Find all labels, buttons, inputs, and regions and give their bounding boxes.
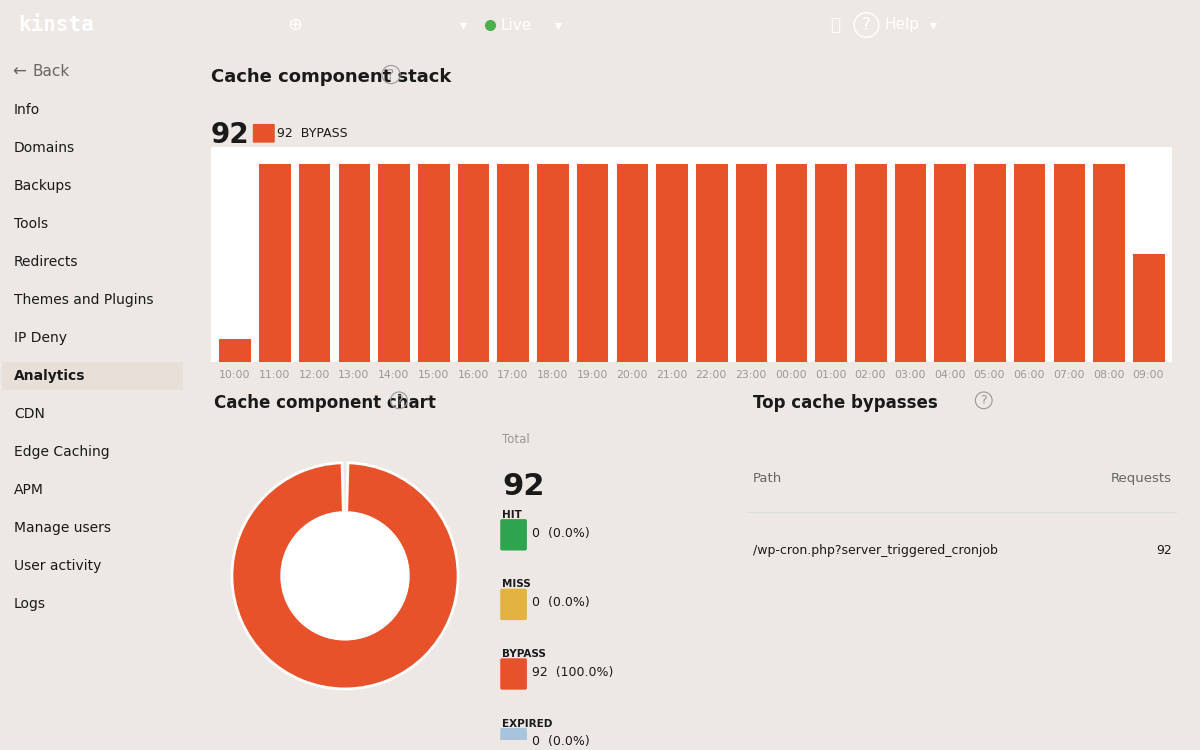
Bar (497, 163, 529, 362)
Text: Path: Path (752, 472, 782, 485)
Text: Help: Help (886, 17, 920, 32)
Text: Analytics: Analytics (14, 369, 85, 383)
Text: 0  (0.0%): 0 (0.0%) (533, 735, 590, 748)
Text: Manage users: Manage users (14, 521, 112, 535)
Text: Back: Back (32, 64, 70, 80)
Text: Info: Info (14, 103, 41, 117)
Text: ▾: ▾ (460, 18, 467, 32)
Text: Requests: Requests (1111, 472, 1171, 485)
Text: Themes and Plugins: Themes and Plugins (14, 293, 154, 307)
Text: Domains: Domains (14, 141, 76, 155)
Text: ?: ? (980, 394, 988, 406)
Text: BYPASS: BYPASS (503, 649, 546, 659)
Bar (774, 163, 808, 362)
Bar (377, 163, 410, 362)
Text: Total: Total (503, 433, 530, 446)
FancyBboxPatch shape (500, 519, 527, 550)
Text: Cache component stack: Cache component stack (211, 68, 451, 86)
Text: ?: ? (388, 68, 395, 82)
Bar (894, 163, 926, 362)
Text: CDN: CDN (14, 407, 44, 421)
Text: ▾: ▾ (554, 18, 562, 32)
Bar (576, 163, 608, 362)
Bar (616, 163, 648, 362)
Text: /wp-cron.php?server_triggered_cronjob: /wp-cron.php?server_triggered_cronjob (752, 544, 997, 556)
Text: 92: 92 (211, 122, 250, 149)
Bar (298, 163, 330, 362)
Bar (1092, 163, 1124, 362)
Bar (2, 362, 182, 390)
Text: kinsta: kinsta (18, 15, 94, 35)
Bar (1052, 163, 1085, 362)
Bar (854, 163, 887, 362)
Text: 92: 92 (503, 472, 545, 501)
Bar (337, 163, 371, 362)
Bar (655, 163, 688, 362)
Bar (934, 163, 966, 362)
FancyBboxPatch shape (500, 658, 527, 690)
Text: 🔔: 🔔 (830, 16, 840, 34)
FancyBboxPatch shape (253, 124, 275, 142)
Text: 92  BYPASS: 92 BYPASS (277, 127, 347, 140)
Text: IP Deny: IP Deny (14, 331, 67, 345)
Bar (457, 163, 490, 362)
Text: 0  (0.0%): 0 (0.0%) (533, 526, 590, 539)
Text: ▾: ▾ (930, 18, 937, 32)
Circle shape (282, 512, 408, 639)
Text: Logs: Logs (14, 597, 46, 611)
Text: MISS: MISS (503, 580, 532, 590)
Bar (258, 163, 290, 362)
Bar (734, 163, 767, 362)
Wedge shape (232, 463, 458, 689)
Text: 92  (100.0%): 92 (100.0%) (533, 666, 613, 679)
Text: User activity: User activity (14, 559, 101, 573)
Bar (1013, 163, 1045, 362)
Text: Top cache bypasses: Top cache bypasses (752, 394, 937, 412)
Text: HIT: HIT (503, 510, 522, 520)
Bar (1132, 253, 1164, 362)
Text: APM: APM (14, 483, 44, 497)
Text: Cache component chart: Cache component chart (215, 394, 437, 412)
Text: Edge Caching: Edge Caching (14, 445, 109, 459)
Bar (815, 163, 847, 362)
Bar (218, 338, 251, 362)
Bar (418, 163, 450, 362)
Text: EXPIRED: EXPIRED (503, 718, 553, 728)
Bar (695, 163, 727, 362)
Text: Redirects: Redirects (14, 255, 78, 269)
Text: Tools: Tools (14, 217, 48, 231)
Text: Live: Live (500, 17, 532, 32)
Bar (973, 163, 1006, 362)
Text: 92: 92 (1156, 544, 1171, 556)
Text: 0  (0.0%): 0 (0.0%) (533, 596, 590, 609)
FancyBboxPatch shape (500, 589, 527, 620)
Text: ?: ? (862, 16, 871, 34)
Text: ?: ? (396, 394, 402, 406)
Text: ⊕: ⊕ (288, 16, 302, 34)
Bar (536, 163, 569, 362)
FancyBboxPatch shape (500, 728, 527, 750)
Text: ←: ← (12, 63, 26, 81)
Text: Backups: Backups (14, 179, 72, 193)
